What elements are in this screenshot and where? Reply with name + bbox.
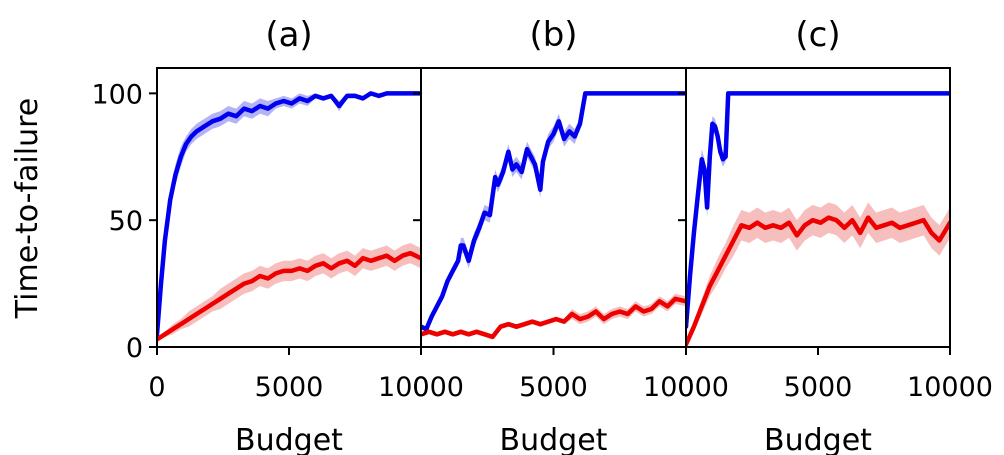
panel-1: 0 50 100 0 5000 10000 Budget (a) bbox=[91, 15, 464, 455]
y-tick-label: 100 bbox=[91, 79, 143, 110]
x-axis-label: Budget bbox=[235, 423, 343, 455]
panel-title: (b) bbox=[529, 15, 577, 55]
x-tick-label: 5000 bbox=[519, 372, 588, 403]
red-series-line bbox=[157, 250, 421, 342]
blue-series-line bbox=[157, 91, 421, 337]
x-tick-label: 10000 bbox=[907, 372, 993, 403]
red-series-band bbox=[686, 202, 950, 347]
x-tick-label: 0 bbox=[677, 372, 694, 403]
x-axis-label: Budget bbox=[764, 423, 872, 455]
blue-series-band bbox=[686, 93, 950, 332]
blue-series-line bbox=[421, 91, 686, 332]
y-tick-label: 50 bbox=[109, 206, 143, 237]
blue-series-band bbox=[421, 93, 686, 332]
x-tick-label: 10000 bbox=[378, 372, 464, 403]
plot-frame bbox=[156, 67, 422, 348]
plot-area bbox=[421, 91, 686, 340]
y-tick-label: 0 bbox=[126, 333, 143, 364]
panel-title: (a) bbox=[265, 15, 312, 55]
x-tick-label: 5000 bbox=[255, 372, 324, 403]
x-tick-label: 0 bbox=[412, 372, 429, 403]
plot-area bbox=[686, 91, 950, 347]
x-tick-label: 10000 bbox=[643, 372, 729, 403]
y-axis-label: Time-to-failure bbox=[10, 98, 45, 320]
red-series-line bbox=[686, 215, 950, 347]
x-tick-label: 5000 bbox=[784, 372, 853, 403]
blue-series-line bbox=[686, 91, 950, 329]
panel-3: 0 5000 10000 Budget (c) bbox=[677, 15, 993, 455]
plot-area bbox=[157, 91, 421, 342]
chart-panels: 0 50 100 0 5000 10000 Budget (a) 0 5000 10000 Budge… bbox=[91, 15, 993, 455]
x-axis-label: Budget bbox=[500, 423, 608, 455]
red-series-line bbox=[421, 296, 686, 340]
panel-title: (c) bbox=[795, 15, 840, 55]
x-tick-label: 0 bbox=[148, 372, 165, 403]
plot-frame bbox=[420, 67, 687, 348]
